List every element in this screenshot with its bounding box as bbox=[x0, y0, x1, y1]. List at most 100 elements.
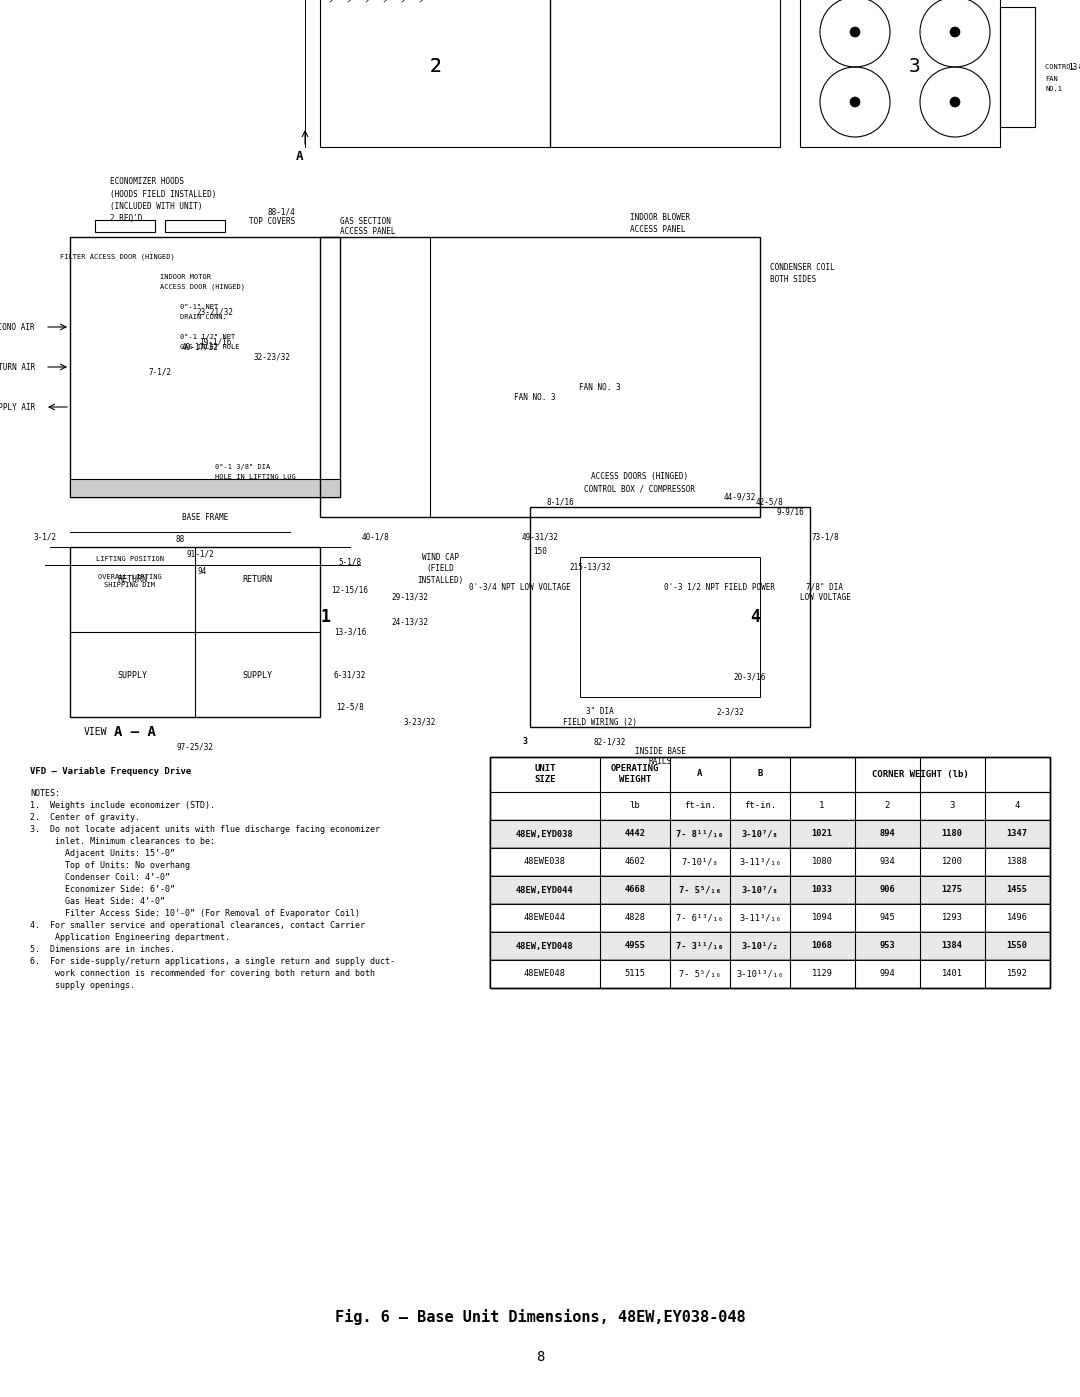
Text: 906: 906 bbox=[879, 886, 895, 894]
Text: 3: 3 bbox=[523, 738, 527, 746]
Text: INDOOR MOTOR: INDOOR MOTOR bbox=[160, 274, 211, 279]
Text: A: A bbox=[296, 151, 303, 163]
Text: 48EW,EYD038: 48EW,EYD038 bbox=[516, 830, 573, 838]
Text: Condenser Coil: 4’-0”: Condenser Coil: 4’-0” bbox=[30, 873, 170, 882]
Text: 1180: 1180 bbox=[942, 830, 962, 838]
Text: 953: 953 bbox=[879, 942, 895, 950]
Text: ACCESS DOOR (HINGED): ACCESS DOOR (HINGED) bbox=[160, 284, 245, 291]
Text: 3-10⁷/₈: 3-10⁷/₈ bbox=[742, 830, 779, 838]
Text: 3-11³/₁₆: 3-11³/₁₆ bbox=[739, 858, 781, 866]
Text: HOLE IN LIFTING LUG: HOLE IN LIFTING LUG bbox=[215, 474, 296, 481]
Text: 0'-3 1/2 NPT FIELD POWER: 0'-3 1/2 NPT FIELD POWER bbox=[664, 583, 775, 591]
Text: SUPPLY: SUPPLY bbox=[242, 671, 272, 679]
Text: 48EWE038: 48EWE038 bbox=[524, 858, 566, 866]
Bar bbox=[70, 479, 340, 497]
Text: 82-1/32: 82-1/32 bbox=[594, 738, 626, 746]
Text: 8: 8 bbox=[536, 1350, 544, 1363]
Text: 88: 88 bbox=[175, 535, 185, 543]
Text: 48EW,EYD044: 48EW,EYD044 bbox=[516, 886, 573, 894]
Text: 42-5/8: 42-5/8 bbox=[756, 497, 784, 507]
Text: 7/8" DIA: 7/8" DIA bbox=[807, 583, 843, 591]
Text: 6.  For side-supply/return applications, a single return and supply duct-: 6. For side-supply/return applications, … bbox=[30, 957, 395, 965]
Text: 5-1/8: 5-1/8 bbox=[338, 557, 362, 567]
Text: SHIPPING DIM: SHIPPING DIM bbox=[105, 583, 156, 588]
Text: INDOOR BLOWER: INDOOR BLOWER bbox=[630, 212, 690, 222]
Bar bbox=[490, 820, 1050, 848]
Text: 3-10⁷/₈: 3-10⁷/₈ bbox=[742, 886, 779, 894]
Text: DRAIN CONN.: DRAIN CONN. bbox=[180, 314, 227, 320]
Text: 3" DIA: 3" DIA bbox=[586, 707, 613, 717]
Text: 1401: 1401 bbox=[942, 970, 962, 978]
Text: lb: lb bbox=[630, 802, 640, 810]
Text: 1550: 1550 bbox=[1007, 942, 1027, 950]
Circle shape bbox=[950, 96, 960, 108]
Text: RETURN AIR: RETURN AIR bbox=[0, 362, 35, 372]
Bar bbox=[580, 557, 760, 697]
Bar bbox=[490, 932, 1050, 960]
Bar bbox=[490, 960, 1050, 988]
Text: work connection is recommended for covering both return and both: work connection is recommended for cover… bbox=[30, 970, 375, 978]
Text: 2: 2 bbox=[429, 57, 441, 77]
Text: 44-9/32: 44-9/32 bbox=[724, 493, 756, 502]
Text: supply openings.: supply openings. bbox=[30, 981, 135, 990]
Text: ft-in.: ft-in. bbox=[744, 802, 777, 810]
Text: 1.  Weights include economizer (STD).: 1. Weights include economizer (STD). bbox=[30, 800, 215, 810]
Text: Economizer Side: 6’-0”: Economizer Side: 6’-0” bbox=[30, 886, 175, 894]
Text: 7- 6¹³/₁₆: 7- 6¹³/₁₆ bbox=[676, 914, 724, 922]
Text: 1592: 1592 bbox=[1007, 970, 1027, 978]
Text: 13-3/16: 13-3/16 bbox=[334, 627, 366, 637]
Bar bbox=[490, 820, 1050, 848]
Bar bbox=[490, 848, 1050, 876]
Text: 3: 3 bbox=[949, 802, 955, 810]
Text: 7- 3¹¹/₁₆: 7- 3¹¹/₁₆ bbox=[676, 942, 724, 950]
Text: 29-13/32: 29-13/32 bbox=[391, 592, 429, 602]
Text: 3.  Do not locate adjacent units with flue discharge facing economizer: 3. Do not locate adjacent units with flu… bbox=[30, 826, 380, 834]
Text: 91-1/2: 91-1/2 bbox=[186, 549, 214, 559]
Text: 2-3/32: 2-3/32 bbox=[716, 707, 744, 717]
Bar bbox=[490, 876, 1050, 904]
Text: 1094: 1094 bbox=[811, 914, 833, 922]
Text: 4955: 4955 bbox=[624, 942, 646, 950]
Text: 1033: 1033 bbox=[811, 886, 833, 894]
Text: 1200: 1200 bbox=[942, 858, 962, 866]
Bar bbox=[320, 237, 760, 517]
Circle shape bbox=[950, 27, 960, 36]
Text: FAN NO. 3: FAN NO. 3 bbox=[579, 383, 621, 391]
Text: Filter Access Side: 10’-0” (For Removal of Evaporator Coil): Filter Access Side: 10’-0” (For Removal … bbox=[30, 909, 360, 918]
Bar bbox=[490, 757, 1050, 988]
Text: ECONO AIR: ECONO AIR bbox=[0, 323, 35, 331]
Bar bbox=[95, 219, 156, 232]
Text: 40-1/8: 40-1/8 bbox=[361, 532, 389, 542]
Text: 48EW,EYD048: 48EW,EYD048 bbox=[516, 942, 573, 950]
Text: ACCESS DOORS (HINGED): ACCESS DOORS (HINGED) bbox=[592, 472, 689, 482]
Text: 4: 4 bbox=[1014, 802, 1020, 810]
Text: Adjacent Units: 15’-0”: Adjacent Units: 15’-0” bbox=[30, 849, 175, 858]
Text: RETURN: RETURN bbox=[242, 576, 272, 584]
Text: ft-in.: ft-in. bbox=[684, 802, 716, 810]
Text: 3-10¹³/₁₆: 3-10¹³/₁₆ bbox=[737, 970, 784, 978]
Text: 48EWE048: 48EWE048 bbox=[524, 970, 566, 978]
Bar bbox=[70, 237, 340, 497]
Circle shape bbox=[850, 27, 860, 36]
Text: LIFTING POSITION: LIFTING POSITION bbox=[96, 556, 164, 562]
Text: 4: 4 bbox=[750, 608, 760, 626]
Text: 1: 1 bbox=[320, 608, 330, 626]
Text: GAS INLET HOLE: GAS INLET HOLE bbox=[180, 344, 240, 351]
Text: 7- 8¹¹/₁₆: 7- 8¹¹/₁₆ bbox=[676, 830, 724, 838]
Text: FAN: FAN bbox=[1045, 75, 1057, 82]
Text: CONTROL BOX: CONTROL BOX bbox=[1045, 64, 1080, 70]
Text: 19-1/16: 19-1/16 bbox=[199, 338, 231, 346]
Text: 1496: 1496 bbox=[1007, 914, 1027, 922]
Text: 7- 5⁵/₁₆: 7- 5⁵/₁₆ bbox=[679, 886, 721, 894]
Text: 48EWE044: 48EWE044 bbox=[524, 914, 566, 922]
Text: TOP COVERS: TOP COVERS bbox=[248, 218, 295, 226]
Text: A: A bbox=[698, 770, 703, 778]
Text: 0"-1 3/8" DIA: 0"-1 3/8" DIA bbox=[215, 464, 270, 469]
Text: 215-13/32: 215-13/32 bbox=[569, 563, 611, 571]
Text: 3-1/2: 3-1/2 bbox=[33, 532, 56, 542]
Text: 1388: 1388 bbox=[1007, 858, 1027, 866]
Text: CONDENSER COIL: CONDENSER COIL bbox=[770, 263, 835, 271]
Text: OVERALL LIFTING: OVERALL LIFTING bbox=[98, 574, 162, 580]
Text: B: B bbox=[757, 770, 762, 778]
Text: SUPPLY AIR: SUPPLY AIR bbox=[0, 402, 35, 412]
